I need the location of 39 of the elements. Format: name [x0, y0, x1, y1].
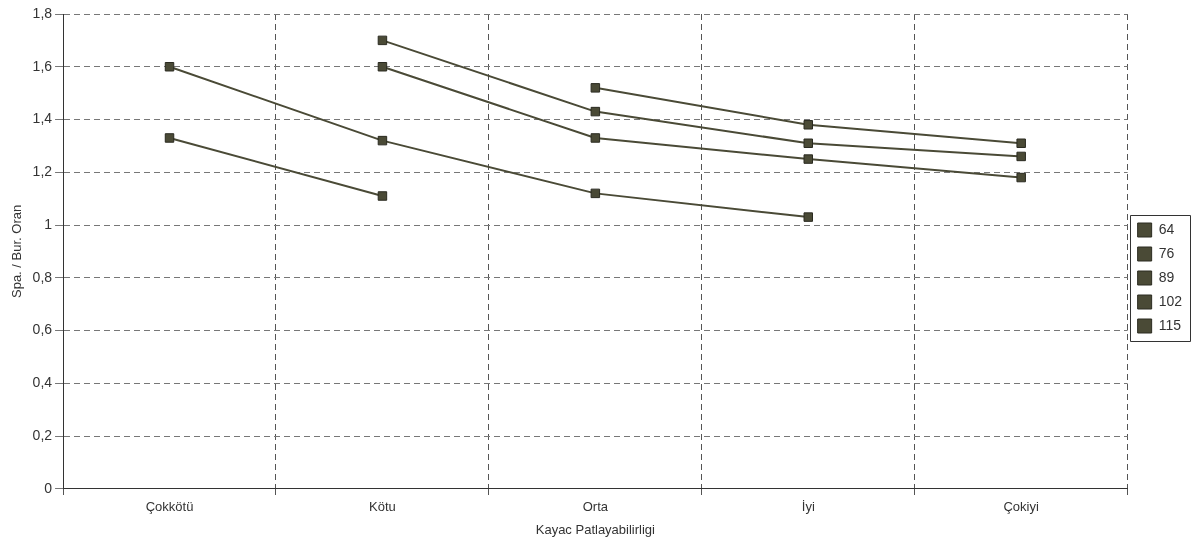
x-tick-label: Çokiyi [1003, 499, 1039, 515]
y-tick-label: 0,8 [32, 268, 53, 285]
point [1016, 172, 1026, 183]
point [803, 154, 814, 164]
y-tick-label: 0 [44, 479, 53, 496]
point [377, 62, 388, 72]
point [803, 212, 814, 222]
point [803, 138, 814, 148]
point [1016, 138, 1026, 148]
x-tick-label: İyi [801, 499, 815, 515]
point [590, 83, 601, 93]
y-tick-label: 0,4 [32, 374, 53, 391]
point [377, 135, 388, 146]
point [803, 120, 814, 130]
x-tick-label: Çokkötü [145, 499, 194, 515]
point [164, 62, 175, 72]
y-tick-label: 1,4 [32, 110, 53, 127]
y-tick-label: 1,6 [32, 57, 53, 74]
y-axis-title: Spa. / Bur. Oran [9, 204, 25, 299]
legend-label: 76 [1158, 244, 1175, 261]
y-tick-label: 1,8 [32, 4, 53, 21]
y-tick-label: 0,6 [32, 321, 53, 338]
legend-label: 102 [1158, 292, 1183, 309]
legend-label: 115 [1158, 316, 1182, 333]
y-tick-label: 1,2 [32, 163, 53, 180]
point [590, 133, 601, 143]
x-tick-label: Kötu [369, 499, 396, 515]
y-tick-label: 1 [44, 215, 53, 232]
legend-label: 64 [1158, 220, 1175, 237]
point [590, 106, 601, 117]
point [164, 133, 175, 143]
point [590, 188, 601, 199]
point [1016, 151, 1026, 162]
y-tick-label: 0,2 [32, 426, 53, 443]
point [377, 191, 388, 201]
point [377, 35, 388, 46]
legend-label: 89 [1158, 268, 1175, 285]
x-tick-label: Orta [582, 499, 609, 515]
x-axis-title: Kayac Patlayabilirligi [535, 521, 656, 537]
